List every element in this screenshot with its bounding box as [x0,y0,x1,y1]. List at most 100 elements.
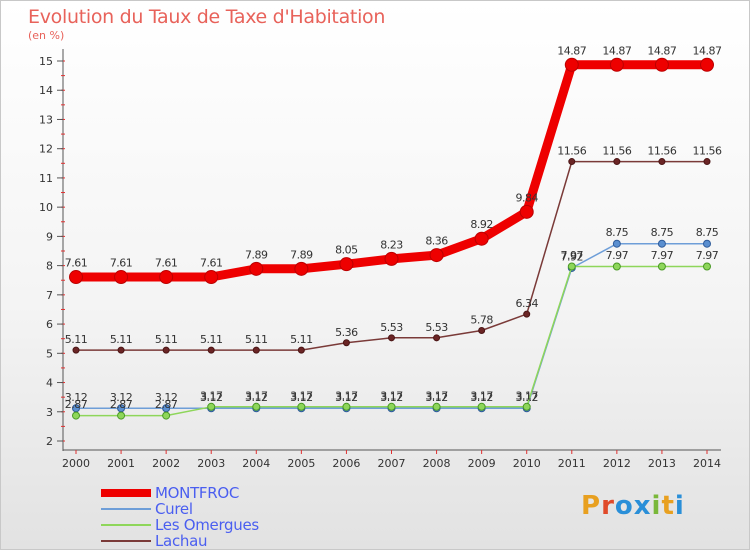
data-label-montfroc: 14.87 [693,44,722,57]
x-tick-label: 2006 [332,457,360,470]
data-point-les-omergues [342,402,351,411]
legend-swatch-lachau [101,540,151,542]
data-label-curel: 7.92 [561,250,584,263]
data-point-les-omergues [252,402,261,411]
data-label-curel: 3.12 [200,391,223,404]
data-label-les-omergues: 3.17 [290,389,313,402]
x-tick-label: 2014 [693,457,721,470]
y-tick-label: 14 [39,84,53,97]
data-label-les-omergues: 3.17 [425,389,448,402]
data-point-curel [657,239,666,248]
data-point-les-omergues [297,402,306,411]
x-tick-label: 2008 [423,457,451,470]
data-point-montfroc [339,257,354,272]
data-point-lachau [568,158,576,166]
y-tick-label: 13 [39,113,53,126]
data-label-montfroc: 14.87 [557,44,586,57]
data-label-montfroc: 14.87 [602,44,631,57]
legend-item-les-omergues: Les Omergues [101,517,259,533]
data-point-lachau [658,158,666,166]
data-point-montfroc [114,270,129,285]
data-label-les-omergues: 7.97 [561,249,584,262]
y-tick-label: 15 [39,55,53,68]
chart-title: Evolution du Taux de Taxe d'Habitation [28,6,386,28]
data-label-lachau: 5.11 [110,333,133,346]
data-point-lachau [252,346,260,354]
data-label-montfroc: 9.84 [515,191,538,204]
legend-item-montfroc: MONTFROC [101,485,259,501]
data-label-curel: 3.12 [155,391,178,404]
x-tick-label: 2011 [558,457,586,470]
data-point-lachau [433,334,441,342]
data-point-lachau [207,346,215,354]
data-point-les-omergues [117,411,126,420]
data-label-les-omergues: 3.17 [200,389,223,402]
x-tick-label: 2001 [107,457,135,470]
data-point-lachau [613,158,621,166]
y-tick-label: 12 [39,143,53,156]
data-point-montfroc [564,57,579,72]
legend-swatch-curel [101,508,151,510]
data-label-les-omergues: 3.17 [335,389,358,402]
data-point-lachau [523,310,531,318]
data-point-les-omergues [567,262,576,271]
chart-subtitle: (en %) [28,29,65,42]
data-point-lachau [162,346,170,354]
legend-label-lachau: Lachau [155,532,208,550]
x-tick-label: 2005 [287,457,315,470]
data-point-les-omergues [432,402,441,411]
data-label-lachau: 6.34 [515,297,538,310]
data-label-les-omergues: 3.17 [515,389,538,402]
x-tick-label: 2003 [197,457,225,470]
legend-item-curel: Curel [101,501,259,517]
data-label-lachau: 11.56 [602,145,631,158]
data-label-montfroc: 7.61 [110,257,133,270]
logo-letter: r [601,491,615,521]
data-point-les-omergues [703,262,711,271]
data-label-lachau: 5.11 [245,333,268,346]
data-label-lachau: 5.78 [470,314,493,327]
data-label-curel: 3.12 [110,391,133,404]
data-label-montfroc: 8.36 [425,235,448,248]
x-tick-label: 2010 [513,457,541,470]
x-tick-label: 2000 [62,457,90,470]
logo-letter: i [674,491,685,521]
data-label-lachau: 5.11 [65,333,88,346]
proxiti-logo: Proxiti [581,491,685,521]
data-label-lachau: 5.11 [200,333,223,346]
legend-item-lachau: Lachau [101,533,259,549]
data-label-curel: 8.75 [606,226,629,239]
data-point-lachau [478,327,486,335]
logo-letter: i [651,491,662,521]
x-tick-label: 2002 [152,457,180,470]
legend-swatch-montfroc [101,489,151,497]
x-tick-label: 2004 [242,457,270,470]
data-label-les-omergues: 3.17 [380,389,403,402]
legend-swatch-les-omergues [101,524,151,526]
data-label-lachau: 5.11 [290,333,313,346]
data-label-curel: 3.12 [335,391,358,404]
y-tick-label: 8 [46,260,53,273]
data-point-lachau [388,334,395,342]
y-tick-label: 6 [46,318,53,331]
data-point-curel [612,239,621,248]
data-point-montfroc [249,261,264,276]
data-label-montfroc: 8.92 [470,218,493,231]
data-point-montfroc [609,57,624,72]
data-point-lachau [117,346,125,354]
y-tick-label: 3 [46,406,53,419]
y-tick-label: 11 [39,172,53,185]
data-label-curel: 3.12 [290,391,313,404]
data-point-les-omergues [207,402,216,411]
x-tick-label: 2013 [648,457,676,470]
data-label-curel: 3.12 [515,391,538,404]
data-point-lachau [297,346,305,354]
data-label-les-omergues: 3.17 [470,389,493,402]
data-point-montfroc [519,204,534,219]
data-label-lachau: 11.56 [693,145,722,158]
data-point-montfroc [474,231,489,246]
data-label-montfroc: 7.61 [65,257,88,270]
data-point-montfroc [700,57,714,72]
data-point-montfroc [159,270,174,285]
